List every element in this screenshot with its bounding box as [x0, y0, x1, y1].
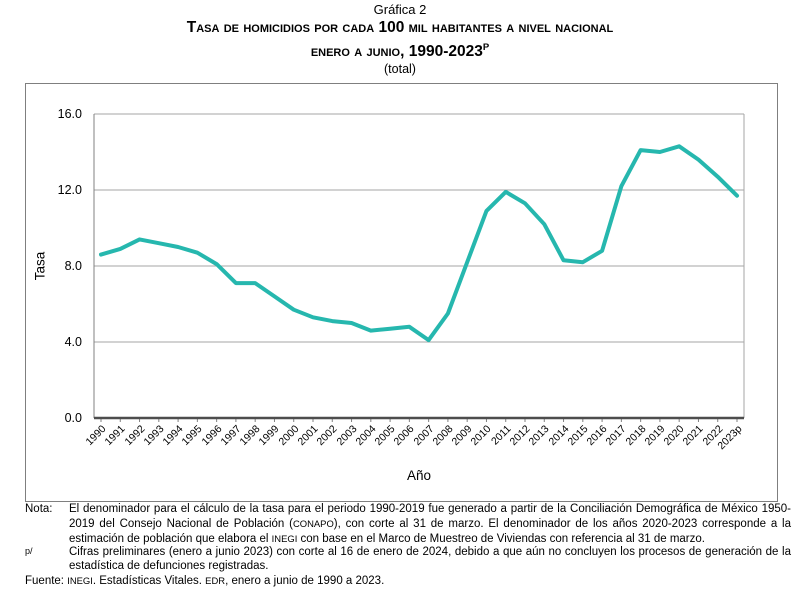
preliminary-note-label: p/	[25, 546, 33, 557]
y-axis-title: Tasa	[32, 251, 48, 281]
source-text: INEGI. Estadísticas Vitales. EDR, enero …	[67, 574, 385, 587]
chart-subtitle-text: enero a junio, 1990-2023	[310, 43, 483, 61]
data-line-homicide-rate	[99, 144, 739, 343]
y-tick-label-12.0: 12.0	[57, 183, 82, 197]
note-row: Nota: El denominador para el cálculo de …	[25, 503, 791, 546]
chart-subtitle: enero a junio, 1990-2023P	[0, 38, 800, 61]
footnotes: Nota: El denominador para el cálculo de …	[25, 503, 791, 589]
preliminary-note-row: p/ Cifras preliminares (enero a junio 20…	[25, 546, 791, 574]
source-row: Fuente: INEGI. Estadísticas Vitales. EDR…	[25, 574, 791, 589]
preliminary-superscript: P	[482, 42, 490, 53]
y-tick-label-8.0: 8.0	[64, 259, 82, 273]
y-tick-label-4.0: 4.0	[64, 335, 82, 349]
line-chart-plot	[93, 113, 745, 422]
y-tick-label-0.0: 0.0	[64, 411, 82, 425]
chart-title: Tasa de homicidios por cada 100 mil habi…	[186, 19, 614, 36]
x-axis-title: Año	[406, 468, 432, 483]
y-tick-label-16.0: 16.0	[57, 107, 82, 121]
source-label: Fuente:	[25, 574, 64, 587]
preliminary-note-text: Cifras preliminares (enero a junio 2023)…	[69, 546, 791, 573]
chart-title-block: Gráfica 2 Tasa de homicidios por cada 10…	[0, 1, 800, 77]
note-text: El denominador para el cálculo de la tas…	[69, 503, 792, 545]
figure-number: Gráfica 2	[373, 2, 427, 17]
note-label: Nota:	[25, 503, 53, 515]
chart-frame: 0.0 4.0 8.0 12.0 16.0 1990 1991 1992 1993 1994 19…	[25, 83, 778, 502]
chart-subtitle-total: (total)	[384, 62, 416, 77]
